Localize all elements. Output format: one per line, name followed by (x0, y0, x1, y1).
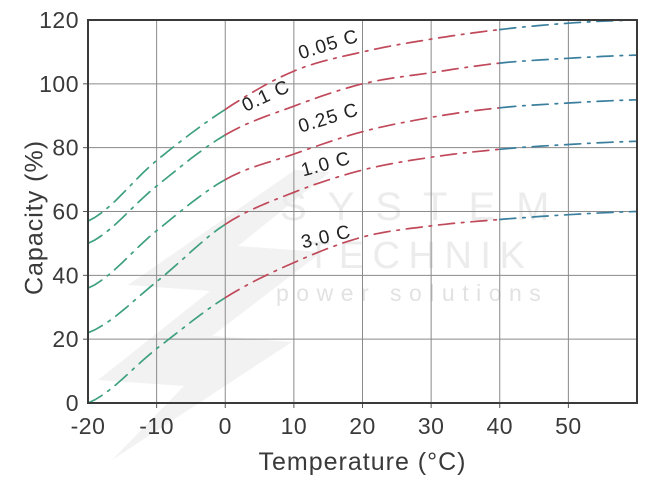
curve-segment (224, 62, 501, 136)
curve-segment (87, 296, 227, 404)
curve-segment (498, 98, 638, 109)
x-tick-label: -10 (139, 413, 174, 439)
y-tick-label: 100 (39, 71, 79, 97)
watermark-line3: power solutions (276, 280, 548, 306)
x-tick-label: 40 (486, 413, 513, 439)
y-tick-label: 0 (66, 390, 79, 416)
curve-segment (224, 106, 501, 181)
plot-border (87, 19, 638, 404)
tick-labels: -20 -10 0 10 20 30 40 50 0 20 40 60 80 100 120 (39, 7, 582, 439)
y-tick-label: 40 (52, 262, 79, 288)
curve-label-0.25C: 0.25 C (296, 99, 361, 137)
curve-segment (224, 28, 501, 111)
curve-segment (498, 54, 638, 64)
curve-segment (87, 178, 227, 289)
curve-segment (224, 218, 501, 299)
curve-segment (87, 223, 227, 334)
watermark-line1: SYSTEM (280, 185, 570, 229)
curve-segment (87, 134, 227, 245)
y-tick-label: 20 (52, 326, 79, 352)
x-tick-label: 0 (219, 413, 232, 439)
curve-segment (498, 210, 638, 221)
y-tick-label: 120 (39, 7, 79, 33)
x-tick-label: 30 (418, 413, 445, 439)
x-tick-label: 10 (281, 413, 308, 439)
y-axis-title: Capacity (%) (20, 139, 49, 296)
curve-label-1.0C: 1.0 C (299, 148, 353, 181)
curve-segment (498, 19, 638, 31)
curve-segment (498, 140, 638, 151)
curve-segment (224, 148, 501, 226)
curve-label-0.05C: 0.05 C (296, 26, 361, 64)
watermark-logo-swoosh (98, 170, 330, 460)
x-tick-label: 20 (349, 413, 376, 439)
curve-label-0.1C: 0.1 C (239, 76, 294, 116)
y-tick-label: 60 (52, 199, 79, 225)
x-tick-label: -20 (71, 413, 106, 439)
x-axis-title: Temperature (°C) (258, 448, 467, 476)
y-tick-label: 80 (52, 135, 79, 161)
curve-3.0C: 3.0 C (87, 210, 638, 404)
x-tick-label: 50 (555, 413, 582, 439)
